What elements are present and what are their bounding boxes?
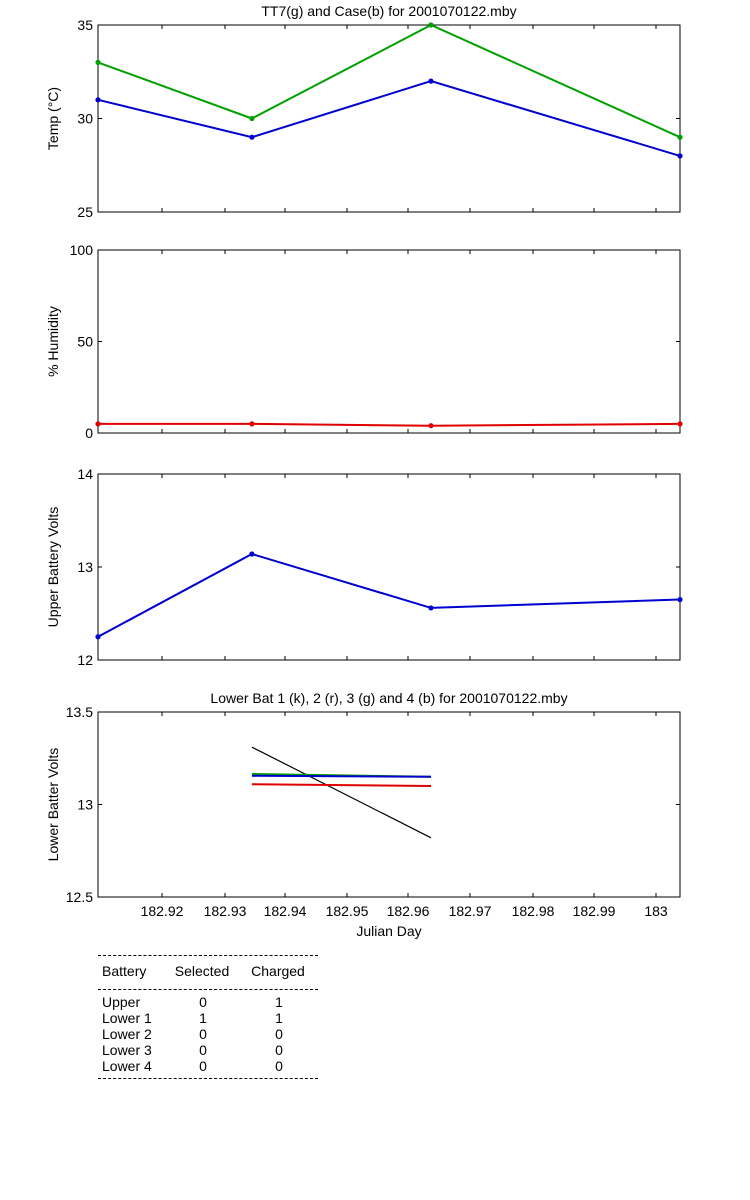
chart-title: Lower Bat 1 (k), 2 (r), 3 (g) and 4 (b) … <box>210 690 567 706</box>
data-point <box>677 153 683 159</box>
row-charged: 1 <box>275 1010 283 1026</box>
row-selected: 0 <box>199 1058 207 1074</box>
y-tick-label: 100 <box>70 242 94 258</box>
chart-panel-2: 0 50 100 % Humidity <box>45 242 683 441</box>
x-tick-label: 183 <box>644 903 668 919</box>
series-line-1 <box>98 422 681 427</box>
data-point <box>677 596 683 603</box>
y-tick-label: 35 <box>77 17 93 33</box>
data-point <box>428 78 434 84</box>
data-point <box>249 551 255 557</box>
x-tick-label: 182.93 <box>204 903 247 919</box>
table-row: Upper 0 1 <box>98 994 318 1010</box>
y-axis-label: % Humidity <box>45 306 61 377</box>
y-axis-label: Upper Battery Volts <box>45 507 61 628</box>
table-divider <box>98 955 318 956</box>
y-tick-label: 0 <box>85 425 93 441</box>
data-point <box>677 134 683 140</box>
data-point <box>95 59 101 65</box>
data-point <box>249 421 255 427</box>
chart-panel-3: 12 13 14 Upper Battery Volts <box>45 466 683 668</box>
series-line-2 <box>97 80 681 157</box>
x-axis-label: Julian Day <box>356 923 421 939</box>
data-point <box>428 423 434 429</box>
plot-frame <box>97 24 681 213</box>
data-point <box>249 115 255 122</box>
row-selected: 0 <box>199 1042 207 1058</box>
header-charged: Charged <box>251 963 305 979</box>
series-line-1 <box>97 23 681 139</box>
y-tick-label: 30 <box>77 111 93 127</box>
row-charged: 0 <box>275 1026 283 1042</box>
y-tick-label: 12 <box>77 652 93 668</box>
x-tick-label: 182.96 <box>387 903 430 919</box>
table-divider <box>98 1078 318 1079</box>
row-battery: Lower 3 <box>102 1042 152 1058</box>
table-row: Lower 2 0 0 <box>98 1026 318 1042</box>
plots-canvas: 25 30 35 Temp (°C) TT7(g) and Case(b) for 20… <box>45 3 683 939</box>
data-point <box>428 22 434 28</box>
header-battery: Battery <box>102 963 147 979</box>
plot-frame <box>97 249 681 434</box>
plot-frame <box>97 473 681 661</box>
chart-panel-1: 25 30 35 Temp (°C) TT7(g) and Case(b) for 20… <box>45 3 683 220</box>
row-battery: Upper <box>102 994 141 1010</box>
data-point <box>95 421 101 427</box>
chart-panel-4: 182.92 182.93 182.94 182.95 182.96 182.97 182.… <box>45 690 681 939</box>
chart-title: TT7(g) and Case(b) for 2001070122.mby <box>261 3 516 19</box>
table-header-row: Battery Selected Charged <box>98 959 318 983</box>
x-tick-label: 182.98 <box>512 903 555 919</box>
table-divider <box>98 989 318 990</box>
y-tick-label: 12.5 <box>66 889 93 905</box>
series-line-4 <box>251 774 432 778</box>
y-tick-label: 25 <box>77 204 93 220</box>
data-point <box>677 421 683 427</box>
table-row: Lower 1 1 1 <box>98 1010 318 1026</box>
x-tick-label: 182.99 <box>573 903 616 919</box>
y-tick-label: 13 <box>77 559 93 575</box>
x-tick-label: 182.94 <box>264 903 307 919</box>
plot-frame <box>97 711 681 898</box>
row-battery: Lower 2 <box>102 1026 152 1042</box>
row-charged: 0 <box>275 1058 283 1074</box>
data-point <box>249 134 255 140</box>
row-battery: Lower 4 <box>102 1058 152 1074</box>
row-selected: 1 <box>199 1010 207 1026</box>
y-tick-label: 13.5 <box>66 704 93 720</box>
table-row: Lower 3 0 0 <box>98 1042 318 1058</box>
data-point <box>428 605 434 611</box>
y-tick-label: 50 <box>77 334 93 350</box>
row-charged: 1 <box>275 994 283 1010</box>
data-point <box>95 97 101 103</box>
battery-status-table: Battery Selected Charged Upper 0 1 Lower… <box>98 955 318 1079</box>
y-axis-label: Lower Batter Volts <box>45 748 61 862</box>
x-tick-label: 182.92 <box>141 903 184 919</box>
table-row: Lower 4 0 0 <box>98 1058 318 1074</box>
series-line-1 <box>97 552 681 638</box>
series-line-2 <box>251 783 432 787</box>
header-selected: Selected <box>174 963 230 979</box>
x-tick-label: 182.97 <box>449 903 492 919</box>
row-battery: Lower 1 <box>102 1010 152 1026</box>
y-axis-label: Temp (°C) <box>45 87 61 150</box>
row-selected: 0 <box>199 994 207 1010</box>
x-tick-label: 182.95 <box>326 903 369 919</box>
row-selected: 0 <box>199 1026 207 1042</box>
y-tick-label: 14 <box>77 466 93 482</box>
series-line-1 <box>251 746 432 839</box>
row-charged: 0 <box>275 1042 283 1058</box>
data-point <box>95 634 101 640</box>
y-tick-label: 13 <box>77 797 93 813</box>
